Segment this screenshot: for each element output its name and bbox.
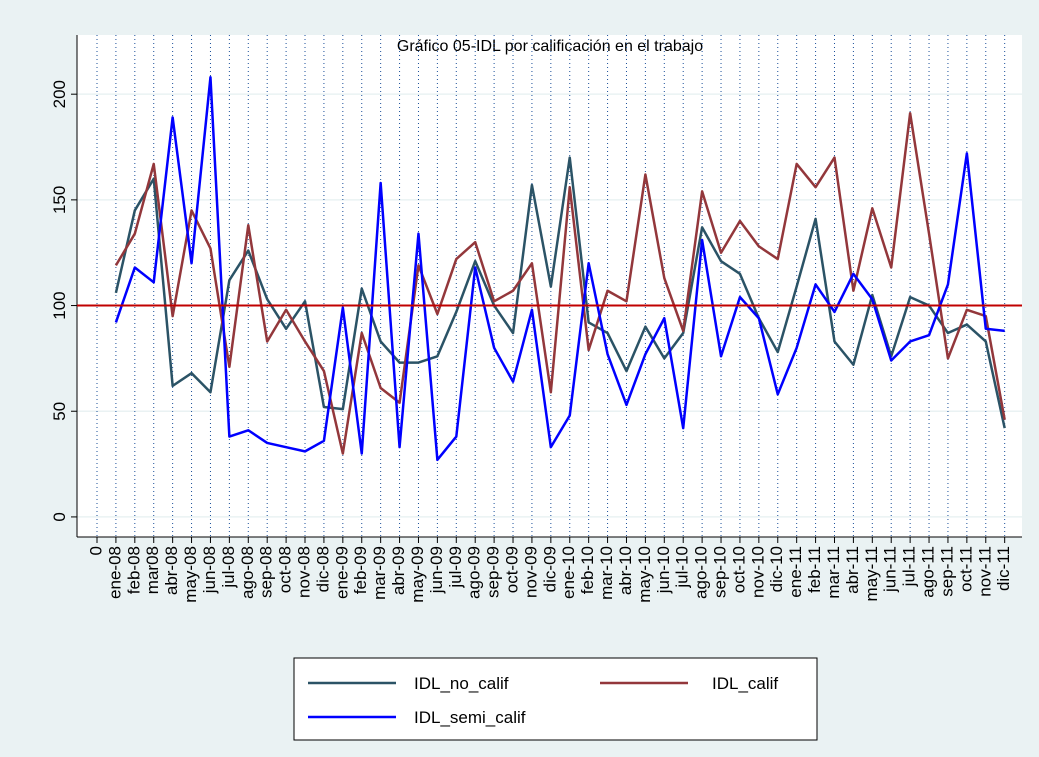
x-tick-label: nov-10 [748,546,767,598]
x-tick-label: ene-11 [786,546,805,598]
x-tick-label: oct-10 [729,546,748,593]
x-tick-label: sep-11 [937,546,956,597]
y-tick-label: 0 [50,512,69,521]
y-tick-label: 100 [50,291,69,319]
legend [293,657,818,741]
x-tick-label: ago-08 [238,546,257,599]
series-line [114,76,1005,462]
x-tick-label: dic-10 [767,546,786,592]
x-tick-label: jul-11 [900,546,919,587]
series-line [114,156,1006,429]
x-tick-label: jun-09 [427,546,446,594]
x-tick-label: nov-09 [521,546,540,598]
x-tick-label: abr-09 [389,546,408,595]
x-tick-label: dic-08 [313,546,332,592]
x-tick-label: mar-10 [597,546,616,600]
x-tick-label: nov-08 [294,546,313,598]
x-tick-label: ene-09 [332,546,351,599]
x-tick-label: oct-08 [276,546,295,593]
x-tick-label: mar-09 [370,546,389,600]
x-tick-label: abr-08 [162,546,181,595]
x-tick-label: sep-08 [257,546,276,598]
chart-title: Gráfico 05-IDL por calificación en el tr… [397,38,703,55]
x-tick-label: oct-09 [503,546,522,593]
x-tick-label: dic-09 [540,546,559,592]
x-tick-label: ago-09 [465,546,484,599]
x-tick-label: oct-11 [956,546,975,592]
x-tick-label: nov-11 [975,546,994,597]
x-tick-label: jun-11 [881,546,900,593]
x-tick-label: 0 [86,546,105,555]
x-tick-label: ago-11 [919,546,938,598]
x-tick-label: dic-11 [994,546,1013,591]
y-tick-label: 50 [50,402,69,421]
x-tick-label: ene-10 [559,546,578,599]
x-tick-label: sep-09 [484,546,503,598]
x-tick-label: jul-10 [673,546,692,589]
x-tick-label: feb-09 [351,546,370,594]
x-tick-label: sep-10 [711,546,730,598]
x-tick-label: may-09 [408,546,427,603]
x-tick-label: may-08 [181,546,200,603]
x-tick-label: may-11 [862,546,881,601]
x-tick-label: ago-10 [692,546,711,599]
x-tick-label: jun-08 [200,546,219,594]
legend-label: IDL_calif [712,674,778,693]
x-tick-label: feb-08 [124,546,143,594]
x-tick-label: abr-11 [843,546,862,594]
x-tick-label: jun-10 [654,546,673,594]
x-tick-label: feb-10 [578,546,597,594]
x-tick-label: jul-09 [446,546,465,589]
legend-label: IDL_semi_calif [414,708,526,727]
x-tick-label: feb-11 [805,546,824,593]
x-tick-label: jul-08 [219,546,238,589]
legend-label: IDL_no_calif [414,674,509,693]
y-tick-label: 150 [50,186,69,214]
x-tick-label: abr-10 [616,546,635,595]
x-tick-label: ene-08 [105,546,124,599]
x-tick-label: may-10 [635,546,654,603]
y-tick-label: 200 [50,80,69,108]
x-tick-label: mar08 [143,546,162,594]
x-tick-label: mar-11 [824,546,843,599]
